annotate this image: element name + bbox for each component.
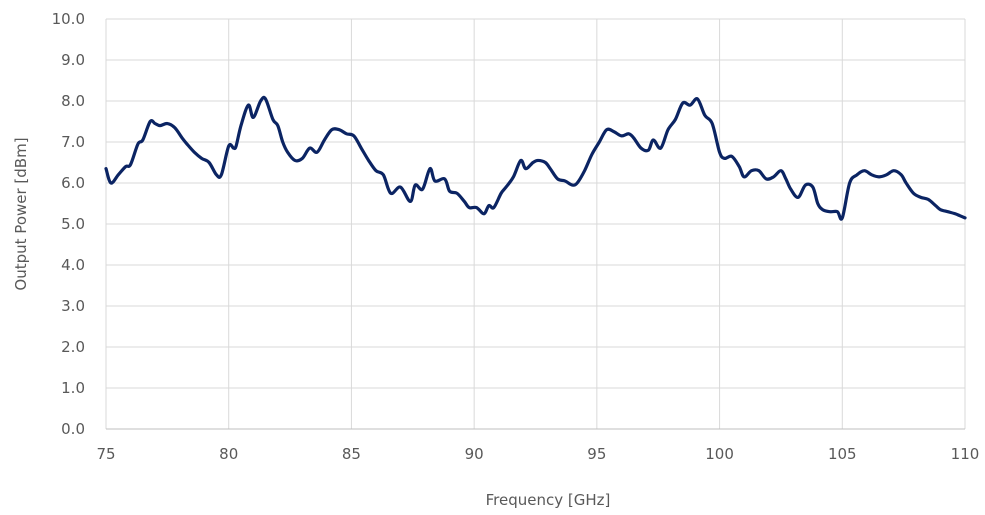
y-tick-label: 0.0 <box>61 420 85 438</box>
x-tick-label: 90 <box>465 445 484 463</box>
series-line-0 <box>104 95 967 221</box>
y-tick-label: 6.0 <box>61 174 85 192</box>
x-tick-label: 85 <box>342 445 361 463</box>
x-axis-label: Frequency [GHz] <box>486 491 611 509</box>
y-tick-label: 4.0 <box>61 256 85 274</box>
y-tick-label: 8.0 <box>61 92 85 110</box>
x-tick-label: 105 <box>828 445 857 463</box>
y-tick-label: 7.0 <box>61 133 85 151</box>
x-tick-labels: 75 80 85 90 95 100 105 110 <box>96 445 979 463</box>
gridlines <box>105 18 966 429</box>
y-tick-label: 9.0 <box>61 51 85 69</box>
series-lines <box>104 95 967 221</box>
y-tick-label: 3.0 <box>61 297 85 315</box>
y-tick-label: 2.0 <box>61 338 85 356</box>
y-tick-labels: 0.0 1.0 2.0 3.0 4.0 5.0 6.0 7.0 8.0 9.0 10.0 <box>52 10 85 438</box>
x-tick-label: 100 <box>705 445 734 463</box>
x-tick-label: 75 <box>96 445 115 463</box>
x-tick-label: 80 <box>219 445 238 463</box>
x-tick-label: 110 <box>951 445 980 463</box>
y-axis-label: Output Power [dBm] <box>12 137 30 290</box>
y-tick-label: 5.0 <box>61 215 85 233</box>
x-tick-label: 95 <box>587 445 606 463</box>
y-tick-label: 10.0 <box>52 10 85 28</box>
y-tick-label: 1.0 <box>61 379 85 397</box>
